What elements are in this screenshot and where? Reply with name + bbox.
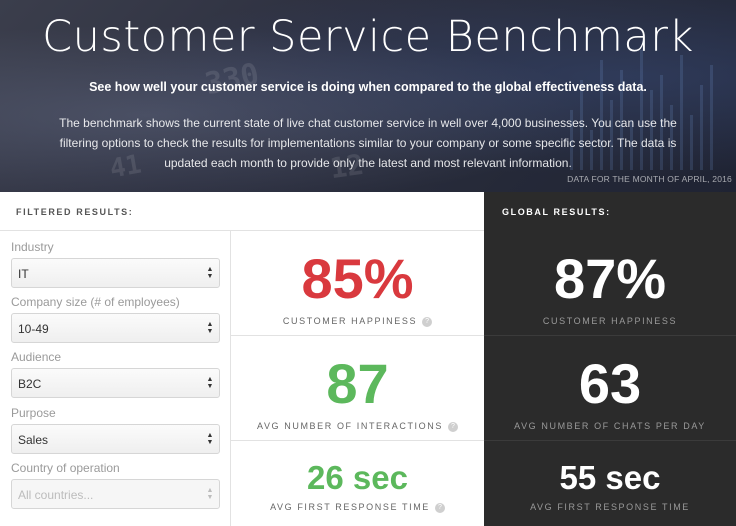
company-size-label: Company size (# of employees) (11, 295, 180, 309)
help-circle-icon[interactable]: ? (434, 503, 445, 513)
filtered-happiness-value: 85% (301, 247, 414, 310)
filtered-response-label-row: AVG FIRST RESPONSE TIME? (231, 502, 484, 513)
filtered-happiness-label-row: CUSTOMER HAPPINESS? (231, 316, 484, 327)
company-size-filter: Company size (# of employees) 10-49 ▲ ▼ (11, 295, 220, 343)
up-down-arrows-icon: ▲ ▼ (206, 266, 214, 280)
purpose-filter: Purpose Sales ▲ ▼ (11, 406, 220, 454)
global-response-card: 55 sec AVG FIRST RESPONSE TIME (484, 441, 736, 526)
company-size-value: 10-49 (18, 322, 49, 336)
country-value: All countries... (18, 488, 94, 502)
page-title: Customer Service Benchmark (42, 12, 694, 62)
filtered-response-card: 26 sec AVG FIRST RESPONSE TIME? (231, 441, 484, 526)
purpose-value: Sales (18, 433, 49, 447)
global-response-value: 55 sec (559, 459, 661, 496)
page-subtitle: See how well your customer service is do… (89, 80, 647, 94)
page-description: The benchmark shows the current state of… (59, 116, 677, 170)
background-bars (566, 40, 726, 170)
audience-select[interactable]: B2C ▲ ▼ (11, 368, 220, 398)
global-chats-value: 63 (578, 352, 642, 415)
country-select: All countries... ▲ ▼ (11, 479, 220, 509)
industry-filter: Industry IT ▲ ▼ (11, 240, 220, 288)
industry-label: Industry (11, 240, 54, 254)
data-date-note: DATA FOR THE MONTH OF APRIL, 2016 (567, 174, 732, 184)
global-happiness-value: 87% (553, 247, 667, 310)
filter-panel: Industry IT ▲ ▼ Company size (# of employ… (0, 231, 231, 526)
filtered-response-value: 26 sec (307, 459, 408, 496)
global-results-heading: GLOBAL RESULTS: (502, 207, 611, 217)
global-chats-label: AVG NUMBER OF CHATS PER DAY (514, 421, 706, 431)
filtered-interactions-value: 87 (326, 352, 389, 415)
filtered-results-header: FILTERED RESULTS: (0, 192, 484, 231)
industry-select[interactable]: IT ▲ ▼ (11, 258, 220, 288)
purpose-select[interactable]: Sales ▲ ▼ (11, 424, 220, 454)
filtered-results-heading: FILTERED RESULTS: (16, 207, 134, 217)
filtered-interactions-label-row: AVG NUMBER OF INTERACTIONS? (231, 421, 484, 432)
global-response-label: AVG FIRST RESPONSE TIME (530, 502, 690, 512)
filtered-interactions-card: 87 AVG NUMBER OF INTERACTIONS? (231, 336, 484, 441)
filtered-interactions-label: AVG NUMBER OF INTERACTIONS (257, 421, 443, 431)
filtered-happiness-label: CUSTOMER HAPPINESS (282, 316, 418, 326)
audience-label: Audience (11, 350, 62, 364)
up-down-arrows-icon: ▲ ▼ (206, 432, 214, 446)
global-chats-card: 63 AVG NUMBER OF CHATS PER DAY (484, 336, 736, 441)
filtered-response-label: AVG FIRST RESPONSE TIME (270, 502, 430, 512)
hero-banner: 330 41 12 Customer Service Benchmark See… (0, 0, 736, 192)
global-happiness-label: CUSTOMER HAPPINESS (542, 316, 678, 326)
global-happiness-card: 87% CUSTOMER HAPPINESS (484, 231, 736, 336)
up-down-arrows-icon: ▲ ▼ (206, 376, 214, 390)
audience-value: B2C (18, 377, 42, 391)
filtered-happiness-card: 85% CUSTOMER HAPPINESS? (231, 231, 484, 336)
up-down-arrows-icon: ▲ ▼ (206, 321, 214, 335)
help-circle-icon[interactable]: ? (422, 317, 433, 327)
country-filter: Country of operation All countries... ▲ ▼ (11, 461, 220, 509)
country-label: Country of operation (11, 461, 120, 475)
industry-value: IT (18, 267, 29, 281)
audience-filter: Audience B2C ▲ ▼ (11, 350, 220, 398)
purpose-label: Purpose (11, 406, 56, 420)
help-circle-icon[interactable]: ? (447, 422, 458, 432)
company-size-select[interactable]: 10-49 ▲ ▼ (11, 313, 220, 343)
global-results-header: GLOBAL RESULTS: (484, 192, 736, 231)
up-down-arrows-icon: ▲ ▼ (206, 487, 214, 501)
